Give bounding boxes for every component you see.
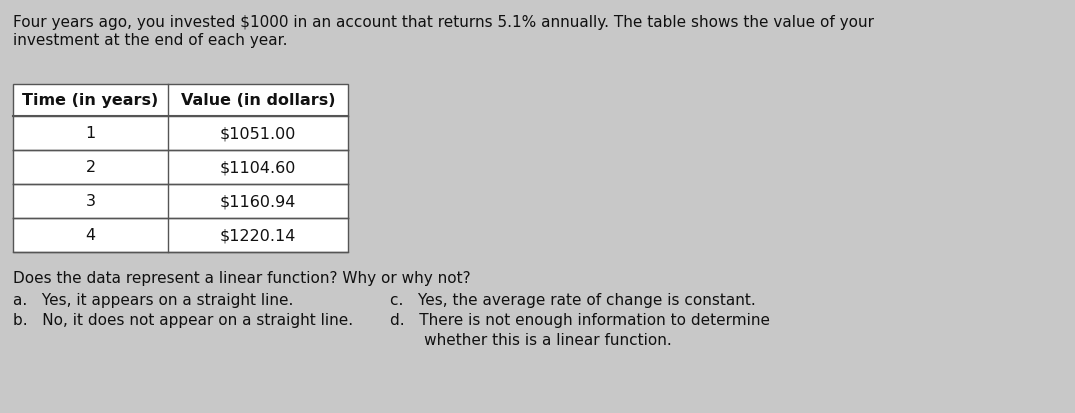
- Text: a.   Yes, it appears on a straight line.: a. Yes, it appears on a straight line.: [13, 292, 293, 307]
- Text: d.   There is not enough information to determine: d. There is not enough information to de…: [390, 312, 770, 327]
- Text: Four years ago, you invested $1000 in an account that returns 5.1% annually. The: Four years ago, you invested $1000 in an…: [13, 15, 874, 30]
- Text: $1160.94: $1160.94: [219, 194, 297, 209]
- Text: investment at the end of each year.: investment at the end of each year.: [13, 33, 287, 48]
- Text: 2: 2: [85, 160, 96, 175]
- Text: Time (in years): Time (in years): [23, 93, 159, 108]
- Text: c.   Yes, the average rate of change is constant.: c. Yes, the average rate of change is co…: [390, 292, 756, 307]
- Text: 4: 4: [85, 228, 96, 243]
- Text: Value (in dollars): Value (in dollars): [181, 93, 335, 108]
- Text: $1220.14: $1220.14: [219, 228, 297, 243]
- Text: 3: 3: [86, 194, 96, 209]
- Text: 1: 1: [85, 126, 96, 141]
- Text: whether this is a linear function.: whether this is a linear function.: [390, 332, 672, 347]
- Text: b.   No, it does not appear on a straight line.: b. No, it does not appear on a straight …: [13, 312, 353, 327]
- Text: $1051.00: $1051.00: [219, 126, 297, 141]
- Text: $1104.60: $1104.60: [219, 160, 297, 175]
- Text: Does the data represent a linear function? Why or why not?: Does the data represent a linear functio…: [13, 271, 471, 285]
- Bar: [13, 85, 348, 252]
